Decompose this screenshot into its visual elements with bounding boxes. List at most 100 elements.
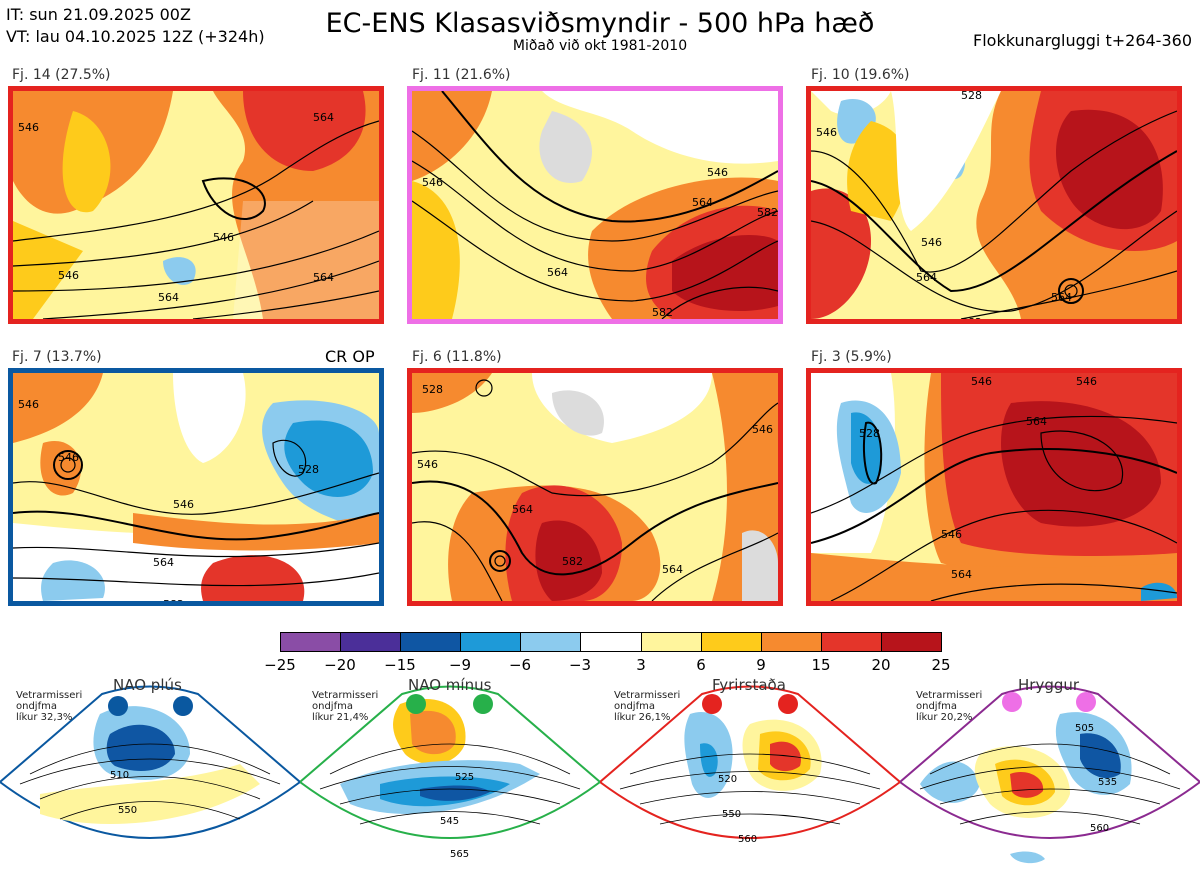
colorbar-segment [881, 633, 942, 651]
page-subtitle: Miðað við okt 1981-2010 [512, 38, 688, 54]
contour-label: 546 [1076, 375, 1097, 388]
regime-map: 520 550 560 [600, 685, 900, 845]
anomaly-map-4: 546 546 564 582 528 546 [13, 373, 379, 601]
contour-label: 582 [757, 206, 778, 219]
colorbar-segment [581, 633, 642, 651]
colorbar-tick: 6 [696, 656, 706, 674]
cluster-map-2[interactable]: 546 546 564 564 582 582 [407, 86, 783, 324]
contour-label: 564 [313, 111, 334, 124]
header-times: IT: sun 21.09.2025 00Z VT: lau 04.10.202… [6, 4, 265, 48]
regime-title: NAO mínus [408, 676, 492, 694]
regime-title: Fyrirstaða [712, 676, 786, 694]
contour-label: 582 [562, 555, 583, 568]
regime-map: 525 545 565 [300, 685, 600, 860]
colorbar-tick: −15 [384, 656, 416, 674]
contour-label: 564 [1026, 415, 1047, 428]
contour-label: 546 [941, 528, 962, 541]
contour-label: 546 [58, 269, 79, 282]
regime-nao-minus[interactable]: 525 545 565 NAO mínus Vetrarmisseri ondj… [300, 674, 600, 871]
colorbar-segment [401, 633, 462, 651]
contour-label: 546 [422, 176, 443, 189]
contour-label: 546 [58, 451, 79, 464]
colorbar-tick: −20 [324, 656, 356, 674]
colorbar-tick: 15 [811, 656, 831, 674]
regime-note: Vetrarmisseri ondjfma líkur 20,2% [916, 690, 983, 723]
isoline-label: 550 [722, 809, 741, 820]
colorbar-tick: −3 [568, 656, 592, 674]
regime-title: Hryggur [1018, 676, 1080, 694]
colorbar-tick: −9 [448, 656, 472, 674]
anomaly-map-1: 546 546 564 564 564 546 [13, 91, 379, 319]
isoline-label: 545 [440, 816, 459, 827]
anomaly-map-2: 546 546 564 564 582 582 [412, 91, 778, 319]
regime-ridge[interactable]: 505 535 560 Hryggur Vetrarmisseri ondjfm… [900, 674, 1200, 871]
isoline-label: 565 [450, 849, 469, 860]
colorbar [280, 632, 942, 652]
contour-label: 546 [18, 398, 39, 411]
isoline-label: 525 [455, 772, 474, 783]
panel-label-6: Fj. 3 (5.9%) [811, 349, 892, 365]
crop-label: CR OP [325, 347, 375, 366]
colorbar-segment [761, 633, 822, 651]
contour-label: 546 [18, 121, 39, 134]
contour-label: 546 [752, 423, 773, 436]
contour-label: 546 [213, 231, 234, 244]
regime-map: 510 550 [0, 685, 300, 839]
colorbar-tick: 9 [756, 656, 766, 674]
isoline-label: 560 [738, 834, 757, 845]
cluster-map-3[interactable]: 546 546 564 564 582 528 [806, 86, 1182, 324]
panel-label-1: Fj. 14 (27.5%) [12, 67, 111, 83]
contour-label: 564 [153, 556, 174, 569]
cluster-map-4[interactable]: 546 546 564 582 528 546 [8, 368, 384, 606]
isoline-label: 505 [1075, 723, 1094, 734]
colorbar-segment [281, 633, 342, 651]
regime-map: 505 535 560 [900, 685, 1200, 864]
contour-label: 564 [916, 271, 937, 284]
regime-title: NAO plús [113, 676, 182, 694]
contour-label: 582 [652, 306, 673, 319]
contour-label: 564 [692, 196, 713, 209]
contour-label: 564 [951, 568, 972, 581]
colorbar-tick: −25 [264, 656, 296, 674]
contour-label: 546 [417, 458, 438, 471]
contour-label: 546 [921, 236, 942, 249]
contour-label: 564 [547, 266, 568, 279]
contour-label: 528 [422, 383, 443, 396]
contour-label: 564 [662, 563, 683, 576]
colorbar-tick: 3 [636, 656, 646, 674]
colorbar-tick: 25 [931, 656, 951, 674]
colorbar-segment [461, 633, 522, 651]
cluster-map-6[interactable]: 546 564 564 528 546 546 [806, 368, 1182, 606]
colorbar-segment [341, 633, 402, 651]
isoline-label: 535 [1098, 777, 1117, 788]
initial-time: IT: sun 21.09.2025 00Z [6, 5, 191, 24]
cluster-map-5[interactable]: 546 564 564 582 546 528 [407, 368, 783, 606]
colorbar-tick: 20 [871, 656, 891, 674]
contour-label: 564 [158, 291, 179, 304]
regime-blocking[interactable]: 520 550 560 Fyrirstaða Vetrarmisseri ond… [600, 674, 900, 871]
panel-label-4: Fj. 7 (13.7%) [12, 349, 102, 365]
cluster-map-1[interactable]: 546 546 564 564 564 546 [8, 86, 384, 324]
anomaly-map-5: 546 564 564 582 546 528 [412, 373, 778, 601]
anomaly-map-6: 546 564 564 528 546 546 [811, 373, 1177, 601]
colorbar-segment [641, 633, 702, 651]
contour-label: 564 [1051, 291, 1072, 304]
regime-note: Vetrarmisseri ondjfma líkur 21,4% [312, 690, 379, 723]
contour-label: 528 [961, 91, 982, 102]
contour-label: 528 [298, 463, 319, 476]
panel-label-2: Fj. 11 (21.6%) [412, 67, 511, 83]
isoline-label: 510 [110, 770, 129, 781]
colorbar-segment [701, 633, 762, 651]
regime-note: Vetrarmisseri ondjfma líkur 32,3% [16, 690, 83, 723]
colorbar-tick: −6 [508, 656, 532, 674]
contour-label: 546 [971, 375, 992, 388]
regime-nao-plus[interactable]: 510 550 NAO plús Vetrarmisseri ondjfma l… [0, 674, 300, 871]
contour-label: 546 [173, 498, 194, 511]
anomaly-map-3: 546 546 564 564 582 528 [811, 91, 1177, 319]
contour-label: 528 [859, 427, 880, 440]
valid-time: VT: lau 04.10.2025 12Z (+324h) [6, 27, 265, 46]
contour-label: 546 [816, 126, 837, 139]
contour-label: 582 [961, 316, 982, 319]
panel-label-5: Fj. 6 (11.8%) [412, 349, 502, 365]
contour-label: 546 [707, 166, 728, 179]
